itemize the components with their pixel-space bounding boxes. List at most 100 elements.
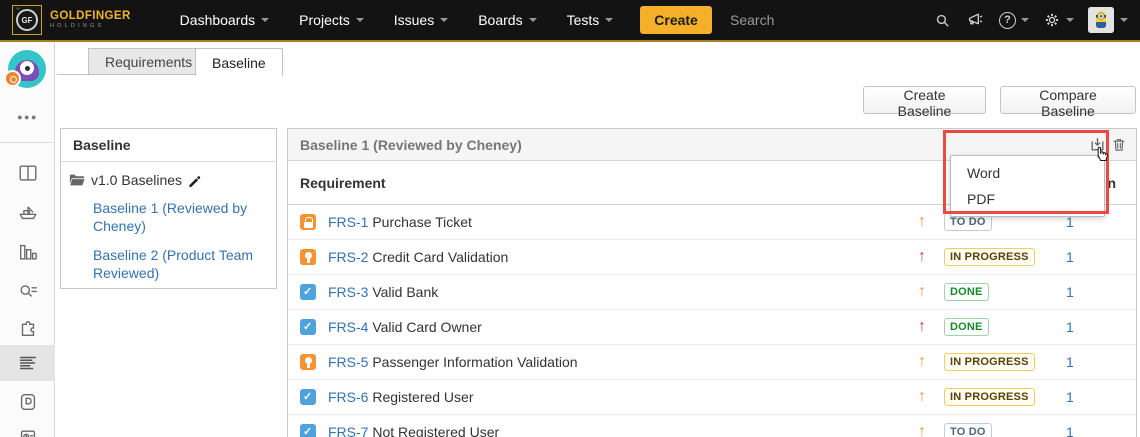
issue-key-link[interactable]: FRS-4 <box>328 319 369 335</box>
issue-key-link[interactable]: FRS-3 <box>328 284 369 300</box>
export-word-option[interactable]: Word <box>967 165 1001 181</box>
status-badge: IN PROGRESS <box>944 353 1035 371</box>
requirement-cell: FRS-2 Credit Card Validation <box>328 249 900 265</box>
project-avatar-badge <box>4 70 21 87</box>
issue-summary: Purchase Ticket <box>372 214 472 230</box>
compare-baseline-button[interactable]: Compare Baseline <box>1000 86 1136 119</box>
status-badge: DONE <box>944 283 989 301</box>
clipped-column-header: n <box>1107 175 1116 191</box>
chevron-down-icon <box>355 18 364 22</box>
export-dropdown: Word PDF <box>950 155 1105 217</box>
priority-up-icon <box>900 423 944 437</box>
version-count-link[interactable]: 1 <box>1066 284 1074 300</box>
issue-key-link[interactable]: FRS-5 <box>328 354 369 370</box>
requirements-table: FRS-1 Purchase Ticket TO DO 1 FRS-2 Cred… <box>288 205 1136 437</box>
table-row: FRS-4 Valid Card Owner DONE 1 <box>288 310 1136 345</box>
tab-requirements[interactable]: Requirements <box>88 48 210 75</box>
bar-chart-icon[interactable] <box>0 234 55 270</box>
project-avatar-pupil <box>24 65 30 71</box>
status-badge: IN PROGRESS <box>944 248 1035 266</box>
version-count-link[interactable]: 1 <box>1066 354 1074 370</box>
company-logo[interactable]: ™ GF <box>12 5 42 35</box>
issuetype-task-icon <box>300 319 316 335</box>
folder-icon <box>69 174 85 186</box>
nav-menu-projects[interactable]: Projects <box>284 0 379 40</box>
puzzle-icon[interactable] <box>0 310 55 346</box>
report-icon[interactable] <box>0 421 55 437</box>
navbar-right: ? <box>730 7 1128 33</box>
issue-summary: Not Registered User <box>372 424 500 437</box>
logo-monogram: GF <box>16 9 38 31</box>
top-navbar: ™ GF GOLDFINGER HOLDINGS Dashboards Proj… <box>0 0 1140 42</box>
baseline-folder-label: v1.0 Baselines <box>91 172 183 188</box>
help-glyph: ? <box>999 11 1016 29</box>
project-avatar[interactable] <box>4 50 46 88</box>
issue-summary: Passenger Information Validation <box>372 354 578 370</box>
export-pdf-option[interactable]: PDF <box>967 191 995 207</box>
create-baseline-button[interactable]: Create Baseline <box>863 86 986 119</box>
table-row: FRS-7 Not Registered User TO DO 1 <box>288 415 1136 437</box>
version-count-link[interactable]: 1 <box>1066 424 1074 437</box>
issue-key-link[interactable]: FRS-2 <box>328 249 369 265</box>
create-button[interactable]: Create <box>640 6 712 34</box>
table-header-row: Requirement n <box>288 161 1136 205</box>
user-avatar <box>1088 7 1114 33</box>
issue-key-link[interactable]: FRS-6 <box>328 389 369 405</box>
version-count-link[interactable]: 1 <box>1066 249 1074 265</box>
nav-menu-label: Issues <box>393 12 435 28</box>
requirement-cell: FRS-6 Registered User <box>328 389 900 405</box>
logo-subtitle: HOLDINGS <box>50 23 105 29</box>
version-count-link[interactable]: 1 <box>1066 319 1074 335</box>
nav-menu-boards[interactable]: Boards <box>463 0 551 40</box>
issuetype-bulb-icon <box>300 354 316 370</box>
journal-icon[interactable] <box>0 384 55 420</box>
search-list-icon[interactable] <box>0 273 55 309</box>
board-columns-icon[interactable] <box>0 155 55 191</box>
more-icon[interactable]: ●●● <box>17 112 38 122</box>
chevron-down-icon <box>605 18 614 22</box>
baseline-folder[interactable]: v1.0 Baselines <box>61 162 276 192</box>
table-row: FRS-1 Purchase Ticket TO DO 1 <box>288 205 1136 240</box>
user-menu[interactable] <box>1088 7 1128 33</box>
issuetype-task-icon <box>300 389 316 405</box>
help-icon[interactable]: ? <box>999 11 1029 29</box>
table-row: FRS-6 Registered User IN PROGRESS 1 <box>288 380 1136 415</box>
version-count-link[interactable]: 1 <box>1066 389 1074 405</box>
gear-icon[interactable] <box>1043 11 1074 29</box>
nav-menu-label: Dashboards <box>179 12 256 28</box>
tab-baseline[interactable]: Baseline <box>195 48 283 76</box>
chevron-down-icon <box>528 18 537 22</box>
chevron-down-icon <box>1120 18 1128 22</box>
issue-key-link[interactable]: FRS-7 <box>328 424 369 437</box>
requirement-cell: FRS-4 Valid Card Owner <box>328 319 900 335</box>
requirements-lines-icon[interactable] <box>0 345 55 381</box>
trash-icon[interactable] <box>1111 136 1127 156</box>
nav-menus: Dashboards Projects Issues Boards Tests <box>165 0 629 40</box>
ship-icon[interactable] <box>0 194 55 230</box>
issuetype-task-icon <box>300 284 316 300</box>
nav-menu-issues[interactable]: Issues <box>379 0 463 40</box>
search-icon[interactable] <box>934 12 951 29</box>
issue-summary: Credit Card Validation <box>372 249 509 265</box>
baseline-tree-panel: Baseline v1.0 Baselines Baseline 1 (Revi… <box>60 128 277 289</box>
baseline-link-2[interactable]: Baseline 2 (Product Team Reviewed) <box>93 247 254 281</box>
megaphone-icon[interactable] <box>965 10 985 30</box>
issue-key-link[interactable]: FRS-1 <box>328 214 369 230</box>
nav-menu-tests[interactable]: Tests <box>552 0 629 40</box>
search-input[interactable] <box>730 12 880 28</box>
export-icon[interactable] <box>1089 136 1106 156</box>
chevron-down-icon <box>1021 18 1029 22</box>
version-count-link[interactable]: 1 <box>1066 214 1074 230</box>
baseline-detail-panel: Baseline 1 (Reviewed by Cheney) Requirem… <box>287 128 1137 437</box>
baseline-detail-title: Baseline 1 (Reviewed by Cheney) <box>300 136 522 153</box>
baseline-panel-title: Baseline <box>61 129 276 162</box>
edit-pencil-icon[interactable] <box>188 174 201 187</box>
requirement-column-header: Requirement <box>300 175 386 191</box>
priority-up-icon <box>900 388 944 406</box>
nav-menu-dashboards[interactable]: Dashboards <box>165 0 285 40</box>
status-badge: IN PROGRESS <box>944 388 1035 406</box>
baseline-link-1[interactable]: Baseline 1 (Reviewed by Cheney) <box>93 200 248 234</box>
status-badge: DONE <box>944 318 989 336</box>
nav-menu-label: Tests <box>566 12 600 28</box>
